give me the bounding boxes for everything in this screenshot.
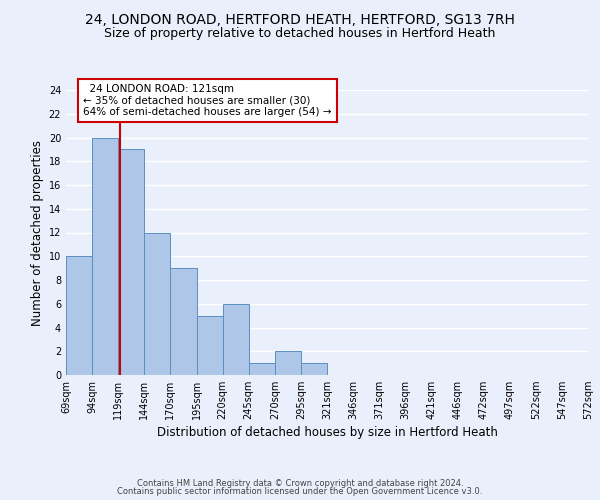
Bar xyxy=(275,351,301,375)
Bar xyxy=(301,363,327,375)
Bar xyxy=(249,363,275,375)
X-axis label: Distribution of detached houses by size in Hertford Heath: Distribution of detached houses by size … xyxy=(157,426,497,440)
Bar xyxy=(170,268,197,375)
Text: 24, LONDON ROAD, HERTFORD HEATH, HERTFORD, SG13 7RH: 24, LONDON ROAD, HERTFORD HEATH, HERTFOR… xyxy=(85,12,515,26)
Text: Size of property relative to detached houses in Hertford Heath: Size of property relative to detached ho… xyxy=(104,28,496,40)
Bar xyxy=(92,138,118,375)
Text: Contains public sector information licensed under the Open Government Licence v3: Contains public sector information licen… xyxy=(118,487,482,496)
Bar xyxy=(223,304,249,375)
Bar xyxy=(145,232,170,375)
Y-axis label: Number of detached properties: Number of detached properties xyxy=(31,140,44,326)
Text: Contains HM Land Registry data © Crown copyright and database right 2024.: Contains HM Land Registry data © Crown c… xyxy=(137,478,463,488)
Bar xyxy=(118,150,145,375)
Bar xyxy=(66,256,92,375)
Text: 24 LONDON ROAD: 121sqm  
← 35% of detached houses are smaller (30)
64% of semi-d: 24 LONDON ROAD: 121sqm ← 35% of detached… xyxy=(83,84,331,117)
Bar xyxy=(197,316,223,375)
